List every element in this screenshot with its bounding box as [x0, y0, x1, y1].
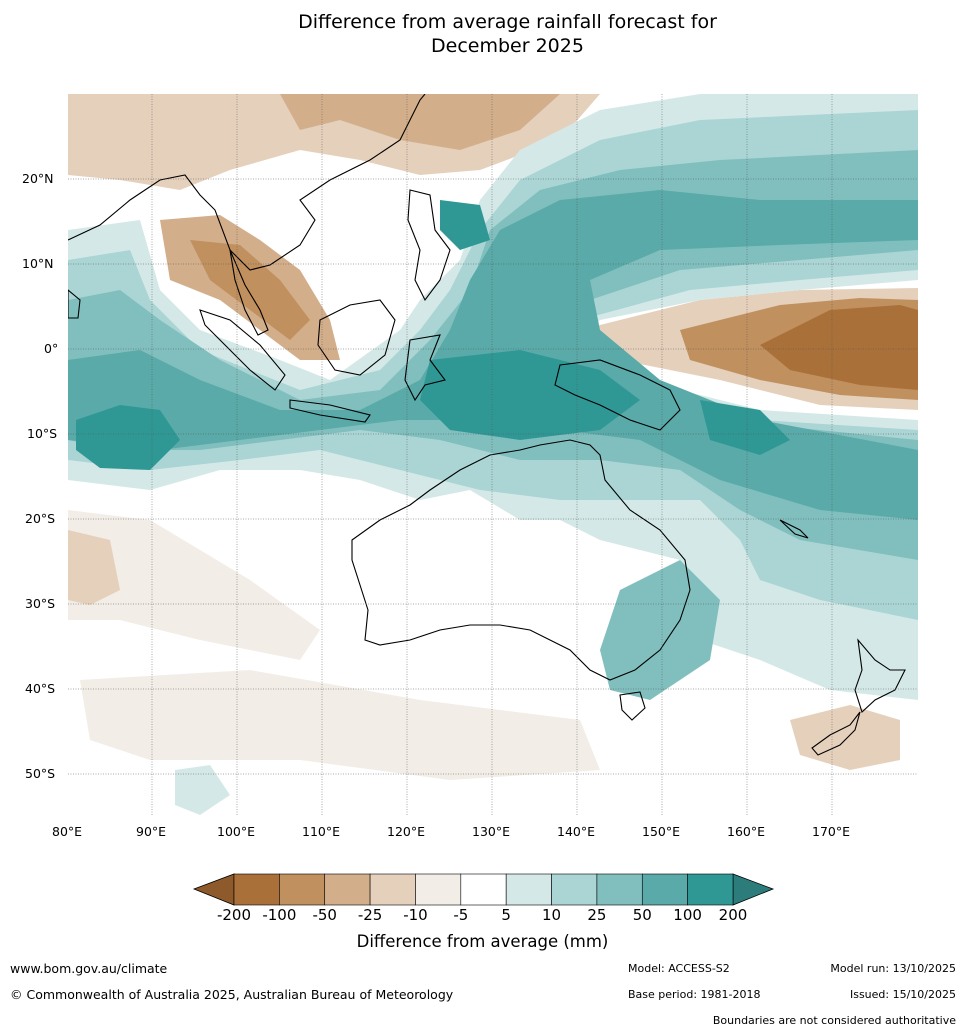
lat-label: 10°S: [27, 426, 58, 441]
lon-label: 150°E: [642, 824, 681, 839]
colorbar-bin: [596, 873, 643, 906]
colorbar-bin: [369, 873, 416, 906]
sumatra-coast: [199, 309, 286, 391]
wet-zone-east-coast: [600, 560, 720, 700]
colorbar-tick-label: -10: [403, 906, 428, 924]
near-normal-australia: [350, 490, 640, 660]
footer-url[interactable]: www.bom.gov.au/climate: [10, 961, 168, 976]
lat-label: 40°S: [25, 681, 56, 696]
colorbar-tick-label: 100: [673, 906, 702, 924]
colorbar-over-arrow: [732, 873, 775, 906]
lon-label: 140°E: [557, 824, 596, 839]
footer-issued: Issued: 15/10/2025: [849, 988, 956, 1001]
sulawesi-coast: [404, 334, 446, 402]
colorbar-tick-label: 10: [541, 906, 562, 924]
lat-label: 30°S: [25, 596, 56, 611]
footer-model-run: Model run: 13/10/2025: [830, 962, 956, 975]
lat-label: 20°N: [22, 171, 54, 186]
colorbar-bin: [279, 873, 326, 906]
lon-label: 130°E: [472, 824, 511, 839]
lat-label: 50°S: [25, 766, 56, 781]
colorbar-tick-label: -200: [216, 906, 252, 924]
colorbar-bin: [233, 873, 280, 906]
colorbar-tick-label: 5: [501, 906, 511, 924]
colorbar-bin: [641, 873, 688, 906]
wet-zone-max-seas: [420, 350, 640, 440]
footer-base-period: Base period: 1981-2018: [628, 988, 761, 1001]
lon-label: 170°E: [812, 824, 851, 839]
wet-zone-max-philippines: [440, 200, 490, 250]
chart-title: Difference from average rainfall forecas…: [0, 10, 965, 58]
rainfall-map: [68, 94, 918, 816]
title-line-2: December 2025: [431, 35, 584, 57]
wet-zone-max-coral: [700, 400, 790, 455]
new-zealand-south: [811, 711, 861, 756]
colorbar-tick-label: 200: [718, 906, 748, 924]
gridlines: [68, 94, 918, 816]
asia-coast: [68, 94, 426, 271]
lat-label: 10°N: [22, 256, 54, 271]
wet-zone-max-west: [76, 405, 180, 470]
java-coast: [289, 399, 371, 423]
colorbar-bin: [551, 873, 598, 906]
colorbar-bin: [505, 873, 552, 906]
coastlines: [68, 94, 906, 756]
lon-label: 160°E: [727, 824, 766, 839]
new-zealand-north: [854, 638, 906, 713]
colorbar-tick-label: -5: [453, 906, 469, 924]
colorbar-tick-label: -50: [312, 906, 337, 924]
tasmania-coast: [619, 691, 646, 721]
colorbar-bin: [415, 873, 462, 906]
sri-lanka: [68, 289, 81, 319]
footer-model: Model: ACCESS-S2: [628, 962, 730, 975]
colorbar-bin: [324, 873, 371, 906]
dry-zone-south-indian-inner: [68, 530, 120, 605]
australia-coast: [351, 439, 691, 681]
lon-label: 110°E: [302, 824, 341, 839]
lat-label: 20°S: [25, 511, 56, 526]
philippines-coast: [407, 189, 451, 302]
new-caledonia: [779, 519, 809, 539]
dry-zone-south-indian: [68, 510, 320, 660]
dry-zone-north-inner: [280, 94, 560, 150]
colorbar-tick-label: -25: [357, 906, 383, 924]
dry-zone-southern-ocean: [80, 670, 600, 780]
colorbar-tick-label: 50: [632, 906, 652, 924]
colorbar-bin: [687, 873, 734, 906]
title-line-1: Difference from average rainfall forecas…: [298, 11, 717, 33]
colorbar-title: Difference from average (mm): [356, 932, 609, 951]
lat-label: 0°: [44, 341, 59, 356]
footer-copyright: © Commonwealth of Australia 2025, Austra…: [10, 987, 454, 1002]
lon-label: 120°E: [387, 824, 426, 839]
footer-disclaimer: Boundaries are not considered authoritat…: [712, 1014, 956, 1027]
lon-label: 100°E: [217, 824, 256, 839]
malay-peninsula: [229, 249, 269, 336]
lon-label: 90°E: [136, 824, 167, 839]
dry-zone-pacific-core: [760, 305, 918, 390]
new-guinea-coast: [554, 359, 681, 431]
anomaly-field: [68, 94, 918, 816]
lon-label: 80°E: [52, 824, 83, 839]
colorbar-bin: [460, 873, 507, 906]
borneo-coast: [317, 299, 396, 376]
colorbar-under-arrow: [192, 873, 235, 906]
dry-zone-indochina-inner: [190, 240, 310, 340]
colorbar-tick-label: -100: [262, 906, 297, 924]
colorbar-tick-label: 25: [587, 906, 607, 924]
wet-zone-southern-patch: [175, 765, 230, 815]
